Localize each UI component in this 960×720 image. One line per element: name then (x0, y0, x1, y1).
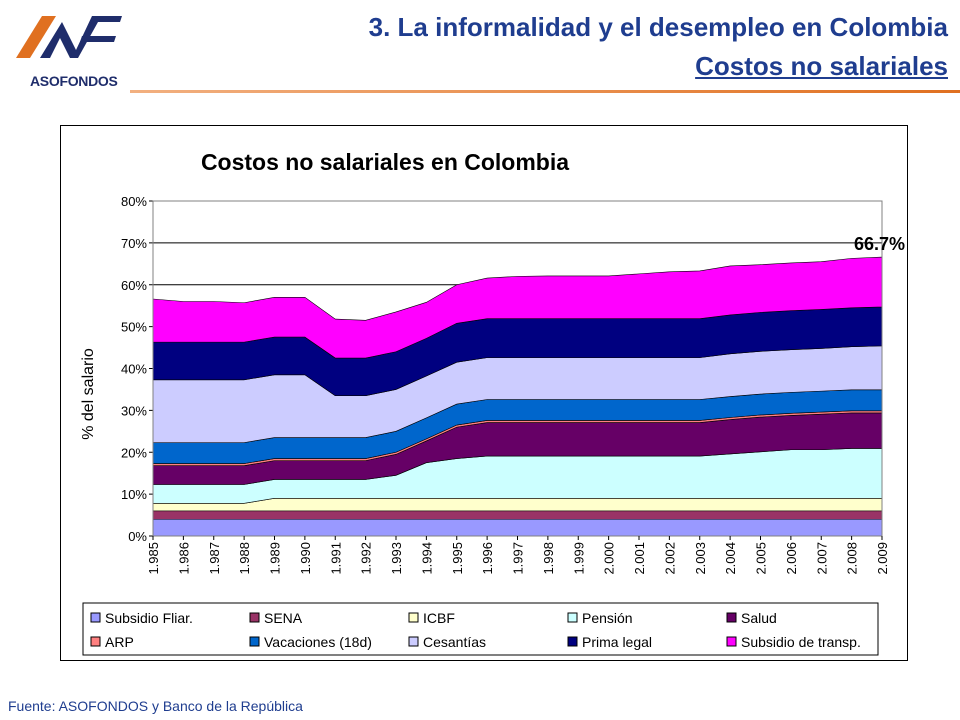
legend-swatch (249, 636, 260, 647)
area-subsidio-fliar (152, 518, 883, 537)
legend-label: Pensión (582, 610, 633, 626)
header-divider (130, 90, 960, 93)
logo-text: ASOFONDOS (30, 73, 118, 89)
legend-swatch (90, 612, 101, 623)
y-tick-label: 60% (121, 278, 147, 293)
x-tick-label: 1.985 (146, 542, 161, 575)
x-tick-label: 1.999 (571, 542, 586, 575)
y-tick-label: 10% (121, 487, 147, 502)
axes (149, 200, 883, 540)
legend-swatch (90, 636, 101, 647)
x-tick-label: 2.003 (693, 542, 708, 575)
y-tick-label: 20% (121, 445, 147, 460)
legend-label: Subsidio Fliar. (105, 610, 193, 626)
legend-swatch (408, 612, 419, 623)
legend-swatch (567, 636, 578, 647)
x-tick-label: 2.006 (784, 542, 799, 575)
x-tick-label: 2.009 (875, 542, 890, 575)
area-sena (152, 510, 883, 520)
source-footer: Fuente: ASOFONDOS y Banco de la Repúblic… (8, 698, 303, 714)
y-tick-label: 50% (121, 320, 147, 335)
x-tick-label: 1.997 (511, 542, 526, 575)
y-axis-label: % del salario (80, 348, 97, 440)
y-tick-label: 30% (121, 403, 147, 418)
legend-swatch (408, 636, 419, 647)
x-tick-label: 1.994 (419, 542, 434, 575)
page-subtitle: Costos no salariales (695, 51, 948, 81)
asofondos-logo: ASOFONDOS (12, 10, 127, 89)
x-tick-label: 2.008 (845, 542, 860, 575)
page-title: 3. La informalidad y el desempleo en Col… (368, 12, 948, 42)
y-tick-label: 70% (121, 236, 147, 251)
x-tick-label: 1.998 (541, 542, 556, 575)
x-tick-label: 2.000 (602, 542, 617, 575)
x-tick-label: 1.988 (237, 542, 252, 575)
total-annotation: 66.7% (854, 234, 905, 254)
x-tick-label: 1.992 (359, 542, 374, 575)
legend-swatch (726, 636, 737, 647)
chart-title: Costos no salariales en Colombia (201, 149, 569, 175)
x-tick-label: 2.002 (662, 542, 677, 575)
y-tick-label: 80% (121, 194, 147, 209)
legend-swatch (726, 612, 737, 623)
x-tick-label: 2.005 (754, 542, 769, 575)
legend-label: Vacaciones (18d) (264, 634, 372, 650)
legend-swatch (249, 612, 260, 623)
stacked-area-chart: Costos no salariales en Colombia % del s… (80, 149, 905, 656)
x-tick-label: 1.995 (450, 542, 465, 575)
legend-label: SENA (264, 610, 303, 626)
x-tick-label: 1.991 (328, 542, 343, 575)
legend-box (82, 602, 879, 656)
x-tick-label: 1.986 (176, 542, 191, 575)
legend-label: Prima legal (582, 634, 652, 650)
x-tick-label: 2.007 (814, 542, 829, 575)
x-tick-label: 2.001 (632, 542, 647, 575)
legend-label: ICBF (423, 610, 455, 626)
x-tick-label: 1.987 (207, 542, 222, 575)
x-tick-label: 1.996 (480, 542, 495, 575)
y-tick-label: 0% (128, 529, 147, 544)
legend-label: Salud (741, 610, 777, 626)
asofondos-logo-icon (16, 16, 122, 58)
y-tick-labels: 0% 10% 20% 30% 40% 50% 60% 70% 80% (121, 194, 147, 544)
legend: Subsidio Fliar. SENA ICBF Pensión Salud ARP Va… (82, 602, 879, 656)
legend-label: Cesantías (423, 634, 486, 650)
x-tick-labels: 1.985 1.986 1.987 1.988 1.989 1.990 1.991 1.992… (146, 542, 890, 575)
legend-label: Subsidio de transp. (741, 634, 861, 650)
x-tick-label: 1.990 (298, 542, 313, 575)
x-tick-label: 2.004 (723, 542, 738, 575)
x-tick-label: 1.989 (268, 542, 283, 575)
chart-frame: Costos no salariales en Colombia % del s… (60, 125, 908, 661)
x-tick-label: 1.993 (389, 542, 404, 575)
y-tick-label: 40% (121, 362, 147, 377)
area-series (152, 256, 883, 537)
legend-swatch (567, 612, 578, 623)
legend-label: ARP (105, 634, 134, 650)
